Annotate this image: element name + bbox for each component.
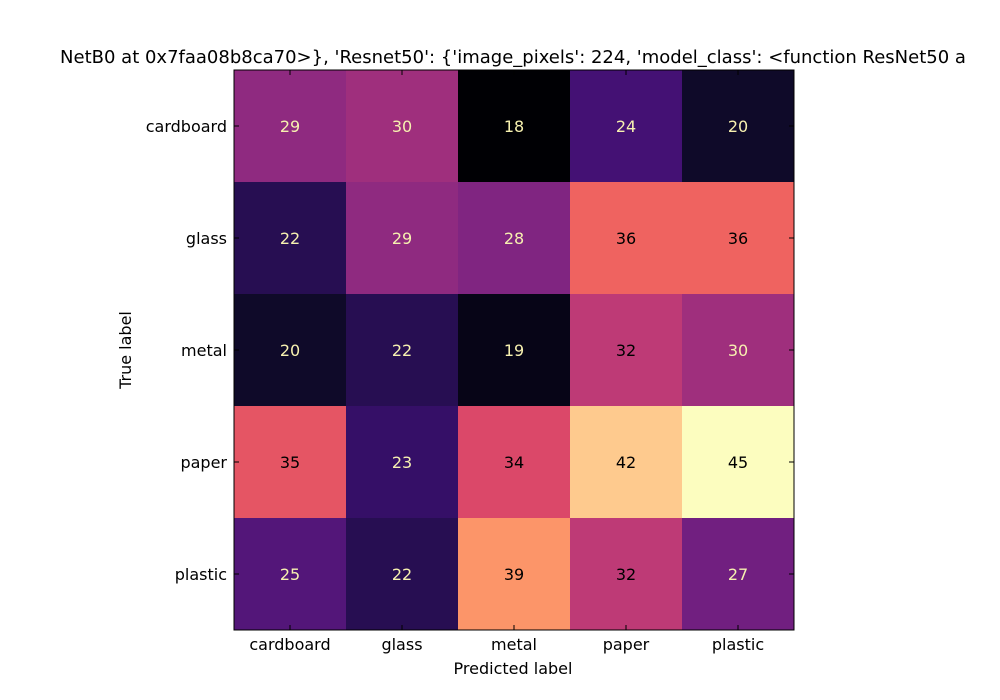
cell-value-label: 29 xyxy=(392,229,412,248)
axis-ticks xyxy=(234,70,794,630)
x-tick-label-metal: metal xyxy=(491,635,537,654)
cell-value-label: 36 xyxy=(616,229,636,248)
cell-value-label: 32 xyxy=(616,341,636,360)
cell-value-label: 28 xyxy=(504,229,524,248)
cell-value-label: 29 xyxy=(280,117,300,136)
heatmap-cell-cardboard-metal xyxy=(458,70,570,182)
heatmap-cell-metal-glass xyxy=(346,294,458,406)
x-tick-label-cardboard: cardboard xyxy=(249,635,330,654)
heatmap-cell-paper-metal xyxy=(458,406,570,518)
x-tick-label-plastic: plastic xyxy=(712,635,764,654)
heatmap-cell-cardboard-glass xyxy=(346,70,458,182)
cell-value-label: 18 xyxy=(504,117,524,136)
cell-value-label: 36 xyxy=(728,229,748,248)
cell-value-label: 25 xyxy=(280,565,300,584)
cell-value-label: 42 xyxy=(616,453,636,472)
cell-value-label: 24 xyxy=(616,117,636,136)
cell-value-label: 19 xyxy=(504,341,524,360)
heatmap-cell-metal-plastic xyxy=(682,294,794,406)
y-tick-labels: cardboard glass metal paper plastic xyxy=(146,117,228,584)
heatmap-cell-plastic-paper xyxy=(570,518,682,630)
heatmap-cell-glass-glass xyxy=(346,182,458,294)
y-tick-label-plastic: plastic xyxy=(175,565,227,584)
heatmap-cell-glass-cardboard xyxy=(234,182,346,294)
cell-value-label: 20 xyxy=(280,341,300,360)
cell-value-labels: 29 30 18 24 20 22 29 28 36 36 20 22 19 32 30 35 23 34 42 45… xyxy=(280,117,748,584)
cell-value-label: 27 xyxy=(728,565,748,584)
heatmap-cell-cardboard-cardboard xyxy=(234,70,346,182)
cell-value-label: 30 xyxy=(392,117,412,136)
heatmap-cell-metal-metal xyxy=(458,294,570,406)
x-axis-label: Predicted label xyxy=(454,659,573,678)
heatmap-cell-plastic-metal xyxy=(458,518,570,630)
x-tick-label-glass: glass xyxy=(381,635,422,654)
cell-value-label: 34 xyxy=(504,453,524,472)
heatmap-cell-metal-cardboard xyxy=(234,294,346,406)
heatmap-cell-paper-plastic xyxy=(682,406,794,518)
heatmap-cell-paper-paper xyxy=(570,406,682,518)
heatmap-cell-glass-plastic xyxy=(682,182,794,294)
heatmap-cell-glass-paper xyxy=(570,182,682,294)
cell-value-label: 30 xyxy=(728,341,748,360)
heatmap-cell-plastic-plastic xyxy=(682,518,794,630)
y-tick-label-cardboard: cardboard xyxy=(146,117,227,136)
heatmap-cell-paper-glass xyxy=(346,406,458,518)
heatmap-cell-glass-metal xyxy=(458,182,570,294)
x-tick-label-paper: paper xyxy=(603,635,650,654)
y-tick-label-paper: paper xyxy=(180,453,227,472)
heatmap-cell-plastic-cardboard xyxy=(234,518,346,630)
x-tick-labels: cardboard glass metal paper plastic xyxy=(249,635,764,654)
cell-value-label: 39 xyxy=(504,565,524,584)
cell-value-label: 35 xyxy=(280,453,300,472)
y-tick-label-metal: metal xyxy=(181,341,227,360)
cell-value-label: 22 xyxy=(392,565,412,584)
y-tick-label-glass: glass xyxy=(186,229,227,248)
cell-value-label: 32 xyxy=(616,565,636,584)
cell-value-label: 45 xyxy=(728,453,748,472)
heatmap-cells xyxy=(234,70,794,630)
cell-value-label: 23 xyxy=(392,453,412,472)
heatmap-cell-metal-paper xyxy=(570,294,682,406)
heatmap-cell-cardboard-paper xyxy=(570,70,682,182)
y-axis-label: True label xyxy=(116,311,135,390)
heatmap-cell-paper-cardboard xyxy=(234,406,346,518)
cell-value-label: 22 xyxy=(280,229,300,248)
cell-value-label: 22 xyxy=(392,341,412,360)
cell-value-label: 20 xyxy=(728,117,748,136)
heatmap-cell-plastic-glass xyxy=(346,518,458,630)
chart-title: NetB0 at 0x7faa08b8ca70>}, 'Resnet50': {… xyxy=(60,47,966,68)
heatmap-cell-cardboard-plastic xyxy=(682,70,794,182)
